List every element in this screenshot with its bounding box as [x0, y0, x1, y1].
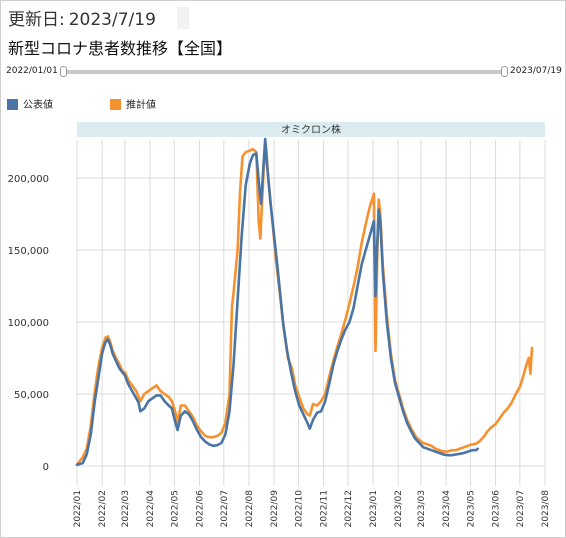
blank-box [177, 7, 189, 29]
x-tick-label: 2023/01 [369, 490, 379, 527]
variant-band-label: オミクロン株 [281, 123, 341, 136]
updated-value: 2023/7/19 [68, 10, 156, 30]
legend-label-reported: 公表値 [23, 100, 53, 111]
x-tick-label: 2023/02 [394, 490, 404, 527]
x-tick-label: 2022/08 [245, 490, 255, 528]
x-tick-label: 2022/12 [344, 490, 354, 527]
slider-end-handle[interactable] [501, 66, 508, 77]
slider-end-label: 2023/07/19 [510, 66, 562, 76]
x-tick-label: 2022/07 [220, 490, 230, 527]
updated-date: 更新日: 2023/7/19 [8, 5, 156, 30]
y-tick-label: 50,000 [14, 390, 49, 401]
x-tick-label: 2023/05 [466, 490, 476, 527]
page-title: 新型コロナ患者数推移【全国】 [8, 39, 233, 58]
legend-swatch-reported [7, 99, 18, 110]
x-tick-label: 2022/10 [294, 490, 304, 528]
legend-swatch-estimated [110, 99, 121, 110]
variant-band [77, 122, 545, 137]
x-tick-label: 2022/11 [320, 490, 330, 527]
x-tick-label: 2022/06 [195, 490, 205, 528]
date-range-slider-track[interactable] [60, 70, 508, 74]
y-tick-label: 100,000 [8, 318, 49, 329]
slider-start-label: 2022/01/01 [6, 66, 58, 76]
x-tick-label: 2022/09 [270, 490, 280, 528]
legend-item-reported[interactable]: 公表値 [7, 96, 53, 111]
y-tick-label: 150,000 [8, 246, 49, 257]
x-tick-label: 2023/03 [417, 490, 427, 527]
x-tick-label: 2023/04 [442, 490, 452, 528]
updated-label: 更新日: [8, 10, 65, 30]
series-line-estimated [75, 145, 534, 466]
x-tick-label: 2022/03 [121, 490, 131, 527]
x-tick-label: 2022/04 [146, 490, 156, 528]
y-tick-label: 0 [43, 462, 49, 473]
x-tick-label: 2022/01 [73, 490, 83, 527]
x-tick-label: 2023/07 [516, 490, 526, 527]
y-tick-label: 200,000 [8, 174, 49, 185]
x-tick-label: 2022/02 [98, 490, 108, 527]
legend-item-estimated[interactable]: 推計値 [110, 96, 156, 111]
x-tick-label: 2023/08 [541, 490, 551, 528]
legend-label-estimated: 推計値 [126, 100, 156, 111]
slider-start-handle[interactable] [60, 66, 67, 77]
series-line-reported [75, 137, 480, 467]
x-tick-label: 2022/05 [170, 490, 180, 527]
x-tick-label: 2023/06 [492, 490, 502, 528]
